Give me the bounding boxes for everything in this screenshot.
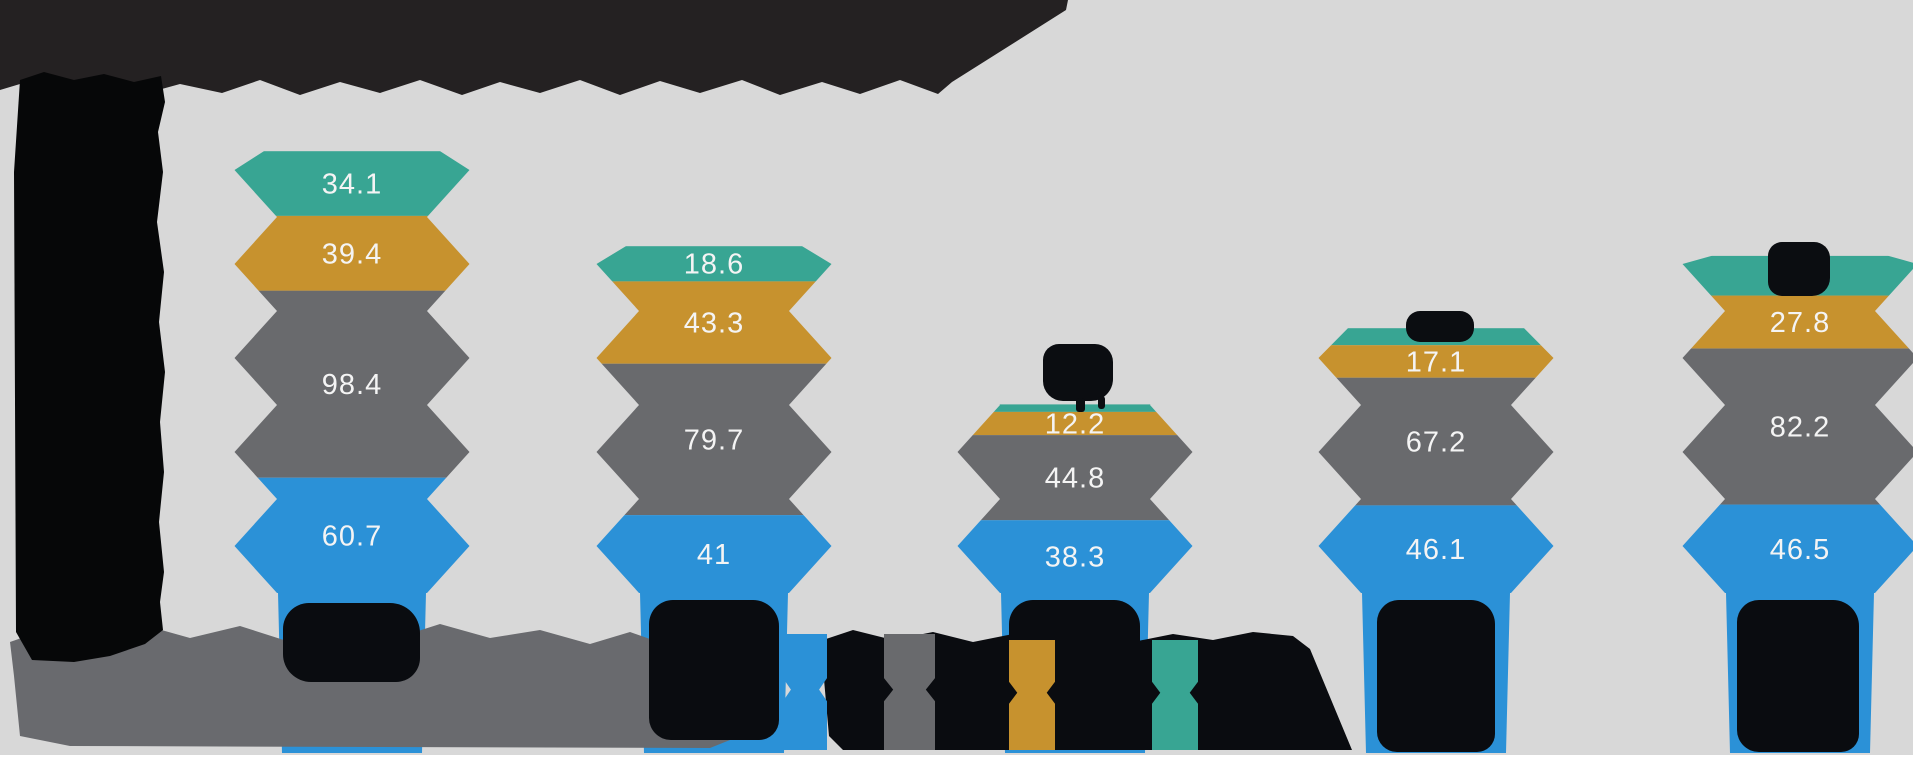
value-label: 44.8 [1045, 463, 1105, 495]
redacted-year-label-2 [649, 600, 779, 740]
value-label: 82.2 [1770, 412, 1830, 444]
segment-gold [596, 281, 832, 364]
value-label: 98.4 [322, 369, 382, 401]
legend-swatch-teal [1152, 640, 1198, 750]
redacted-year-label-1 [283, 603, 420, 682]
redacted-value-label-col3-mark [1076, 398, 1085, 412]
legend-swatch-gray [884, 634, 935, 750]
redacted-year-label-5 [1737, 600, 1859, 752]
segment-teal [234, 151, 470, 216]
segment-gold [957, 411, 1193, 436]
redacted-chart-title [0, 0, 1068, 95]
value-label: 17.1 [1406, 347, 1466, 379]
segment-gray [1682, 348, 1913, 505]
segment-gray [596, 363, 832, 516]
value-label: 43.3 [684, 308, 744, 340]
value-label: 46.5 [1770, 534, 1830, 566]
value-label: 67.2 [1406, 427, 1466, 459]
segment-teal [596, 246, 832, 282]
value-label: 39.4 [322, 238, 382, 270]
segment-teal [957, 404, 1193, 412]
segment-gray [234, 290, 470, 478]
redacted-value-label-col5 [1768, 242, 1830, 296]
value-label: 34.1 [322, 169, 382, 201]
legend-swatch-gold [1009, 640, 1055, 750]
value-label: 27.8 [1770, 307, 1830, 339]
bottom-white-margin [0, 755, 1913, 778]
value-label: 41 [697, 539, 731, 571]
value-label: 38.3 [1045, 542, 1105, 574]
redacted-value-label-col3-mark [1098, 396, 1105, 409]
segment-gold [1682, 295, 1913, 349]
value-label: 79.7 [684, 424, 744, 456]
segment-gray [957, 435, 1193, 521]
segment-gold [234, 215, 470, 291]
redacted-year-label-4 [1377, 600, 1495, 752]
redacted-y-axis-labels [14, 72, 165, 662]
value-label: 18.6 [684, 249, 744, 281]
value-label: 12.2 [1045, 409, 1105, 441]
redacted-value-label-col3 [1043, 344, 1113, 401]
redacted-value-label-col4 [1406, 311, 1474, 342]
legend-swatch-blue [783, 634, 827, 750]
value-label: 46.1 [1406, 534, 1466, 566]
segment-gold [1318, 345, 1554, 378]
segment-gray [1318, 377, 1554, 506]
value-label: 60.7 [322, 520, 382, 552]
